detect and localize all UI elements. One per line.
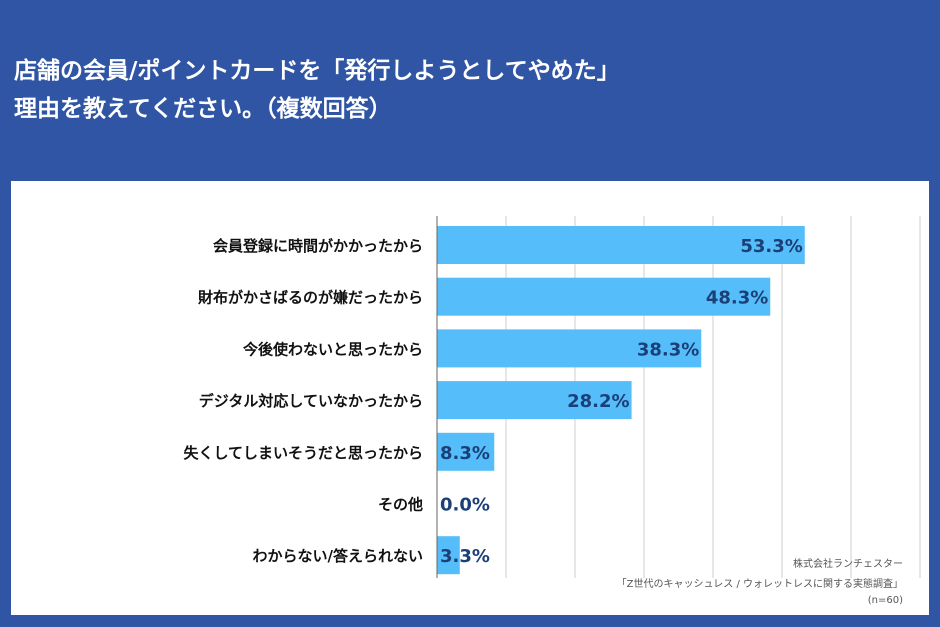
bar xyxy=(437,536,460,575)
chart-title: 店舗の会員/ポイントカードを「発行しようとしてやめた」 理由を教えてください。（… xyxy=(14,52,914,128)
value-label: 48.3% xyxy=(706,288,768,309)
title-line-2: 理由を教えてください。（複数回答） xyxy=(14,96,392,122)
bar-chart: 会員登録に時間がかかったから 53.3% 財布がかさばるのが嫌だったから 48.3% 今… xyxy=(183,216,921,578)
sample-size: (n=60) xyxy=(867,595,903,606)
bar xyxy=(437,329,702,368)
bar xyxy=(437,432,495,471)
bar xyxy=(437,381,632,420)
source-company: 株式会社ランチェスター xyxy=(793,559,903,570)
chart-panel: 会員登録に時間がかかったから 53.3% 財布がかさばるのが嫌だったから 48.3% 今… xyxy=(11,181,929,615)
value-label: 8.3% xyxy=(440,443,490,464)
category-label: 今後使わないと思ったから xyxy=(242,340,423,358)
category-label: 会員登録に時間がかかったから xyxy=(213,237,423,255)
value-label: 0.0% xyxy=(440,495,490,516)
bar xyxy=(437,277,771,316)
value-label: 38.3% xyxy=(637,339,699,360)
category-label: 財布がかさばるのが嫌だったから xyxy=(197,289,423,307)
source-survey: 「Z世代のキャッシュレス / ウォレットレスに関する実態調査」 xyxy=(616,579,903,590)
title-line-1: 店舗の会員/ポイントカードを「発行しようとしてやめた」 xyxy=(14,58,620,84)
category-label: その他 xyxy=(378,496,423,514)
category-label: 失くしてしまいそうだと思ったから xyxy=(183,444,423,462)
value-label: 3.3% xyxy=(440,546,490,567)
category-label: わからない/答えられない xyxy=(253,547,423,565)
category-label: デジタル対応していなかったから xyxy=(199,392,423,410)
value-label: 53.3% xyxy=(740,236,802,257)
bar xyxy=(437,226,805,264)
value-label: 28.2% xyxy=(567,391,629,412)
